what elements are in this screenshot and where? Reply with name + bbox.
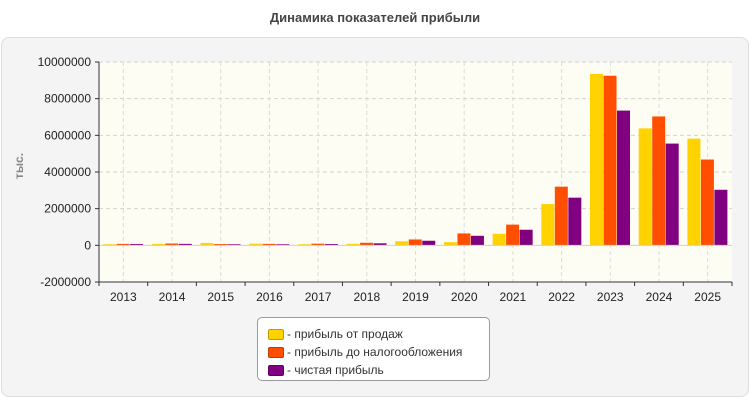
y-tick-label-4: 6000000 bbox=[44, 128, 91, 142]
bar-2022-series-1 bbox=[554, 186, 568, 246]
bar-2020-series-2 bbox=[470, 235, 484, 246]
legend-item-sales: - прибыль от продаж bbox=[258, 325, 489, 343]
bar-2013-series-2 bbox=[130, 244, 144, 246]
bar-2020-series-1 bbox=[457, 233, 471, 246]
bar-2016-series-1 bbox=[262, 243, 276, 246]
x-tick-labels: 2013 2014 2015 2016 2017 2018 2019 2020 2021 2022… bbox=[110, 290, 721, 304]
legend: - прибыль от продаж - прибыль до налогоо… bbox=[257, 317, 490, 381]
bar-2017-series-2 bbox=[324, 244, 338, 246]
bar-2021-series-0 bbox=[492, 233, 506, 246]
x-tick-label-2016: 2016 bbox=[256, 290, 283, 304]
bar-2025-series-2 bbox=[714, 189, 728, 246]
bar-2014-series-1 bbox=[165, 243, 179, 246]
legend-item-pretax: - прибыль до налогообложения bbox=[258, 343, 489, 361]
y-tick-label-3: 4000000 bbox=[44, 165, 91, 179]
y-tick-label-0: -2000000 bbox=[40, 275, 91, 289]
bar-2024-series-2 bbox=[665, 143, 679, 246]
legend-item-net: - чистая прибыль bbox=[258, 361, 489, 379]
legend-swatch-pretax bbox=[268, 346, 284, 358]
y-axis-label: тыс. bbox=[12, 153, 26, 179]
bar-2016-series-0 bbox=[249, 243, 263, 246]
bar-2016-series-2 bbox=[276, 244, 290, 246]
x-tick-label-2020: 2020 bbox=[451, 290, 478, 304]
bar-2019-series-0 bbox=[395, 241, 409, 246]
bar-2013-series-1 bbox=[116, 243, 130, 246]
legend-swatch-sales bbox=[268, 328, 284, 340]
y-tick-label-2: 2000000 bbox=[44, 202, 91, 216]
x-tick-label-2013: 2013 bbox=[110, 290, 137, 304]
y-tick-label-1: 0 bbox=[84, 238, 91, 252]
legend-label-sales: - прибыль от продаж bbox=[287, 327, 403, 341]
x-tick-label-2019: 2019 bbox=[402, 290, 429, 304]
bar-2017-series-1 bbox=[311, 243, 325, 246]
bars bbox=[103, 73, 728, 246]
bar-2023-series-0 bbox=[590, 73, 604, 246]
bar-2019-series-2 bbox=[422, 240, 436, 246]
y-tick-label-6: 10000000 bbox=[38, 55, 92, 69]
x-tick-label-2015: 2015 bbox=[207, 290, 234, 304]
bar-2020-series-0 bbox=[443, 242, 457, 246]
bar-2015-series-1 bbox=[213, 244, 227, 246]
bar-2018-series-0 bbox=[346, 243, 360, 246]
bar-2015-series-0 bbox=[200, 242, 214, 246]
x-tick-label-2025: 2025 bbox=[694, 290, 721, 304]
bar-2024-series-1 bbox=[652, 116, 666, 246]
legend-label-pretax: - прибыль до налогообложения bbox=[287, 345, 463, 359]
bar-2025-series-0 bbox=[687, 138, 701, 246]
bar-2018-series-2 bbox=[373, 243, 387, 246]
bar-2014-series-2 bbox=[178, 243, 192, 246]
x-tick-label-2014: 2014 bbox=[159, 290, 186, 304]
y-tick-labels: -2000000 0 2000000 4000000 6000000 8000000 100… bbox=[38, 55, 92, 289]
bar-2024-series-0 bbox=[638, 128, 652, 246]
y-tick-label-5: 8000000 bbox=[44, 92, 91, 106]
legend-swatch-net bbox=[268, 364, 284, 376]
bar-2021-series-1 bbox=[506, 224, 520, 246]
x-tick-label-2023: 2023 bbox=[597, 290, 624, 304]
bar-2015-series-2 bbox=[227, 244, 241, 246]
bar-2013-series-0 bbox=[103, 244, 117, 246]
x-tick-label-2021: 2021 bbox=[500, 290, 527, 304]
bar-2023-series-2 bbox=[617, 110, 631, 246]
x-tick-label-2017: 2017 bbox=[305, 290, 332, 304]
bar-2021-series-2 bbox=[519, 229, 533, 246]
bar-2025-series-1 bbox=[700, 159, 714, 246]
bar-2022-series-2 bbox=[568, 197, 582, 246]
chart-title: Динамика показателей прибыли bbox=[269, 10, 481, 25]
x-tick-label-2024: 2024 bbox=[646, 290, 673, 304]
bar-2014-series-0 bbox=[151, 243, 165, 246]
legend-label-net: - чистая прибыль bbox=[287, 363, 384, 377]
axes bbox=[95, 61, 733, 286]
bar-2022-series-0 bbox=[541, 204, 555, 246]
x-tick-label-2018: 2018 bbox=[353, 290, 380, 304]
x-tick-label-2022: 2022 bbox=[548, 290, 575, 304]
bar-2017-series-0 bbox=[297, 244, 311, 246]
bar-2023-series-1 bbox=[603, 75, 617, 246]
bar-2019-series-1 bbox=[408, 239, 422, 246]
bar-2018-series-1 bbox=[360, 242, 374, 246]
